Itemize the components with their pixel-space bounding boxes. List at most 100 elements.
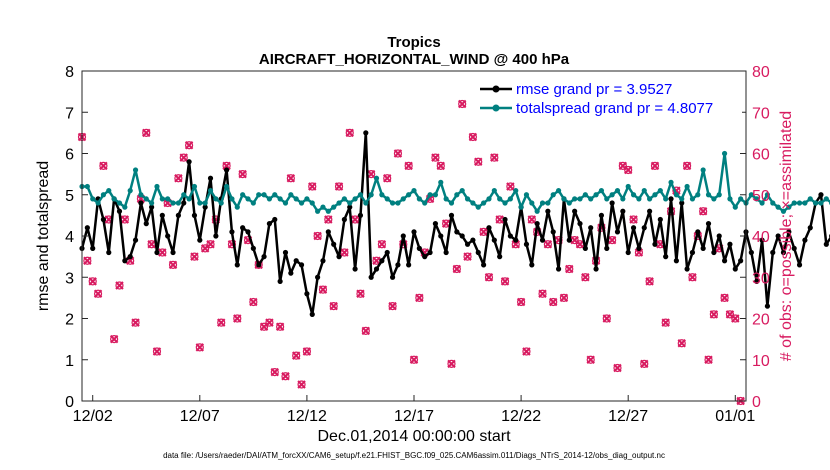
- obs-assimilated-marker: [120, 215, 130, 224]
- obs-possible-marker: [549, 297, 558, 307]
- rmse-point: [240, 225, 246, 231]
- obs-count-point: [586, 355, 595, 364]
- rmse-point: [807, 225, 813, 231]
- obs-count-point: [698, 207, 708, 216]
- obs-count-point: [468, 132, 478, 142]
- totalspread-point: [738, 196, 744, 202]
- obs-assimilated-marker: [543, 240, 553, 249]
- rmse-point: [175, 212, 181, 218]
- totalspread-point: [695, 192, 701, 198]
- obs-count-point: [404, 161, 413, 171]
- obs-count-point: [645, 277, 654, 286]
- totalspread-point: [347, 200, 353, 206]
- rmse-point: [191, 212, 198, 218]
- obs-assimilated-marker: [383, 174, 392, 183]
- obs-possible-marker: [565, 264, 574, 274]
- totalspread-point: [684, 183, 690, 190]
- obs-assimilated-marker: [575, 240, 585, 249]
- rmse-point: [100, 216, 107, 223]
- obs-possible-marker: [650, 161, 660, 170]
- rmse-point: [132, 237, 139, 243]
- rmse-point: [213, 233, 219, 239]
- y-left-tick-label: 3: [65, 270, 74, 287]
- rmse-point: [652, 241, 658, 247]
- totalspread-point: [411, 188, 417, 194]
- obs-count-point: [613, 363, 622, 373]
- rmse-point: [705, 221, 712, 227]
- obs-assimilated-marker: [265, 318, 274, 327]
- rmse-point: [122, 258, 128, 264]
- totalspread-point: [250, 200, 256, 206]
- obs-assimilated-marker: [372, 256, 381, 265]
- x-tick-label: 12/22: [501, 408, 541, 425]
- obs-assimilated-marker: [99, 161, 108, 171]
- rmse-point: [165, 233, 171, 239]
- obs-count-point: [602, 314, 611, 323]
- totalspread-point: [523, 192, 530, 198]
- rmse-point: [400, 233, 406, 239]
- obs-possible-marker: [506, 182, 515, 191]
- totalspread-point: [464, 196, 471, 202]
- rmse-point: [422, 254, 428, 260]
- obs-assimilated-marker: [731, 314, 740, 323]
- obs-assimilated-marker: [190, 252, 199, 261]
- obs-assimilated-marker: [511, 240, 520, 249]
- obs-possible-marker: [83, 256, 92, 265]
- obs-assimilated-marker: [238, 169, 247, 179]
- obs-assimilated-marker: [168, 260, 178, 270]
- totalspread-point: [132, 167, 139, 173]
- obs-possible-marker: [377, 240, 386, 249]
- rmse-point: [154, 249, 160, 256]
- obs-count-point: [731, 314, 740, 323]
- rmse-point: [470, 237, 476, 243]
- totalspread-point: [363, 200, 369, 206]
- obs-assimilated-marker: [142, 128, 151, 138]
- obs-possible-marker: [458, 99, 467, 109]
- obs-possible-marker: [618, 161, 627, 170]
- obs-assimilated-marker: [415, 293, 424, 303]
- totalspread-point: [550, 192, 556, 198]
- totalspread-point: [497, 196, 503, 202]
- totalspread-point: [191, 183, 198, 190]
- rmse-point: [738, 258, 744, 264]
- legend-box: [476, 75, 742, 119]
- obs-possible-marker: [452, 264, 461, 274]
- obs-count-point: [452, 264, 462, 274]
- totalspread-point: [545, 200, 551, 206]
- rmse-point: [721, 258, 728, 264]
- data-file-footnote: data file: /Users/raeder/DAI/ATM_forcXX/…: [163, 451, 665, 460]
- totalspread-point: [438, 179, 444, 185]
- rmse-point: [748, 249, 754, 256]
- totalspread-point: [336, 200, 342, 206]
- y-right-tick-label: 70: [752, 105, 770, 122]
- rmse-point: [636, 245, 642, 251]
- obs-possible-marker: [131, 318, 140, 327]
- obs-assimilated-marker: [634, 248, 644, 257]
- obs-possible-marker: [388, 302, 397, 311]
- obs-possible-marker: [468, 132, 478, 142]
- chart-title: Tropics: [387, 34, 440, 51]
- obs-count-point: [688, 273, 697, 282]
- rmse-point: [529, 262, 535, 268]
- rmse-point: [432, 221, 439, 227]
- totalspread-point: [320, 204, 326, 210]
- rmse-point: [159, 212, 165, 218]
- rmse-point: [379, 258, 385, 264]
- obs-count-point: [115, 281, 124, 290]
- chart-subtitle: AIRCRAFT_HORIZONTAL_WIND @ 400 hPa: [259, 51, 570, 68]
- obs-assimilated-marker: [650, 161, 660, 171]
- rmse-point: [90, 245, 96, 251]
- totalspread-point: [630, 192, 637, 198]
- obs-assimilated-marker: [249, 297, 258, 307]
- obs-count-point: [275, 322, 285, 331]
- obs-count-point: [233, 314, 242, 323]
- obs-possible-marker: [436, 161, 445, 170]
- obs-assimilated-marker: [516, 297, 526, 307]
- data-marks: [77, 99, 830, 406]
- obs-possible-marker: [238, 170, 247, 179]
- obs-possible-marker: [270, 368, 279, 377]
- obs-possible-marker: [184, 141, 194, 150]
- obs-count-point: [142, 128, 151, 138]
- rmse-point: [186, 159, 192, 165]
